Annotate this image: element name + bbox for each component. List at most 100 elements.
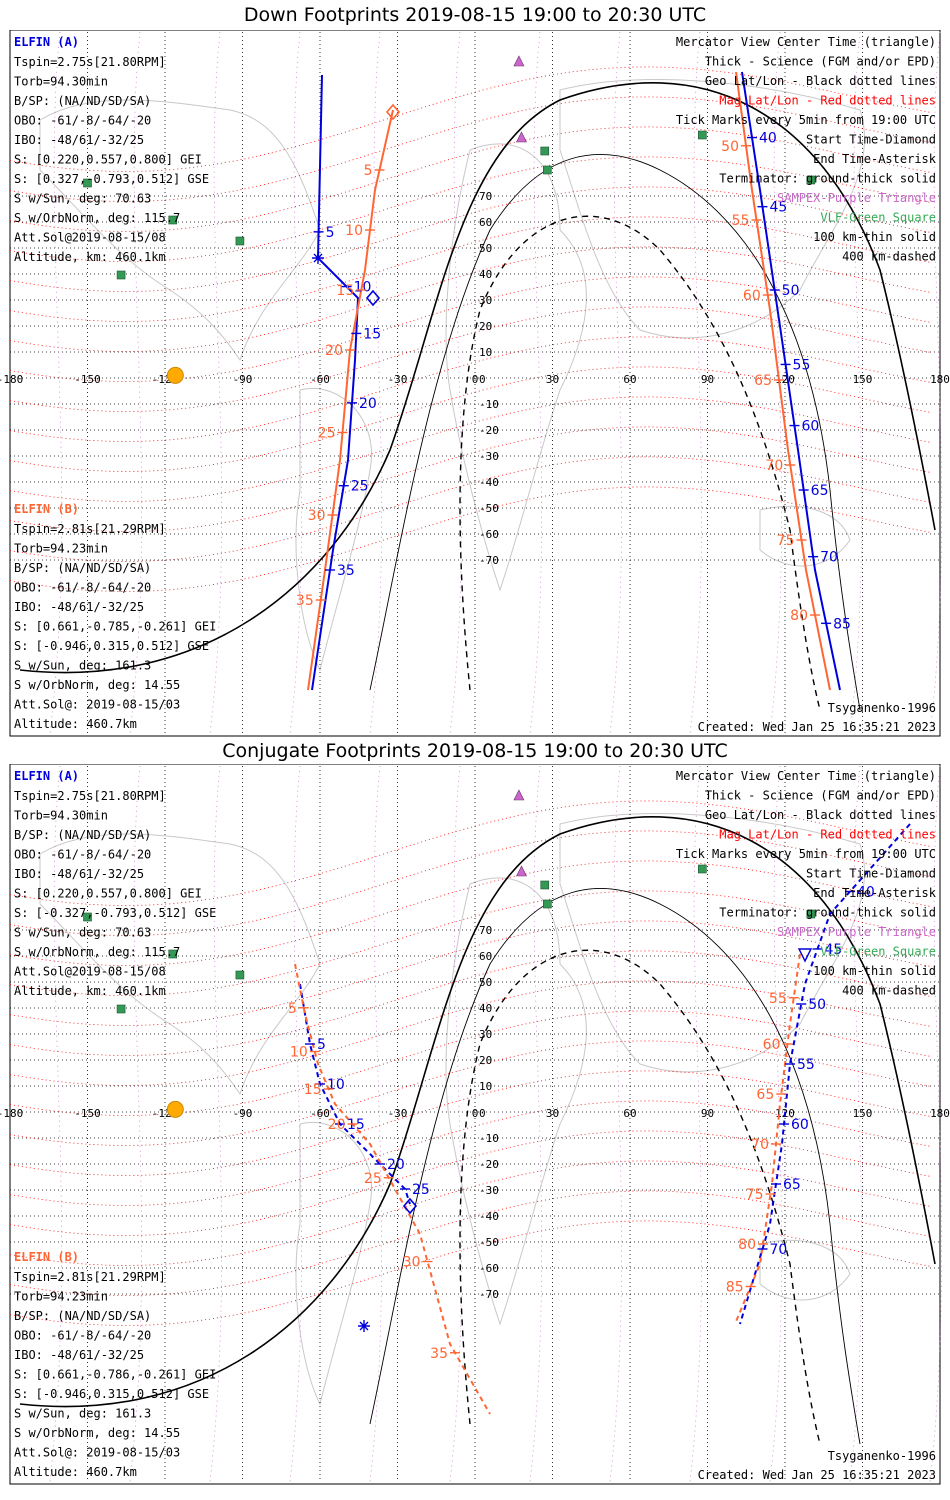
elfin-b-info-line: Torb=94.23min xyxy=(14,1290,108,1304)
elfin-b-info-line: S w/Sun, deg: 161.3 xyxy=(14,659,151,673)
legend-line: Mercator View Center Time (triangle) xyxy=(676,35,936,49)
elfin-b-info-line: OBO: -61/-8/-64/-20 xyxy=(14,1329,151,1343)
elfin-b-info-line: Tspin=2.81s[21.29RPM] xyxy=(14,1270,166,1284)
vlf-square-icon xyxy=(698,864,707,874)
lat-tick-label: 70 xyxy=(479,924,492,937)
lon-tick-label: 60 xyxy=(623,373,636,386)
elfin-b-tick-label: 20 xyxy=(328,1117,346,1133)
vlf-square-icon xyxy=(543,165,552,175)
elfin-a-tick-label: 85 xyxy=(833,616,851,632)
elfin-a-info-line: S: [-0.327,-0.793,0.512] GSE xyxy=(14,906,216,920)
lat-tick-label: -70 xyxy=(479,554,499,567)
lat-tick-label: -50 xyxy=(479,1236,499,1249)
elfin-a-tick-label: 10 xyxy=(354,280,372,296)
elfin-b-tick-label: 75 xyxy=(777,533,795,549)
elfin-a-info-line: Altitude, km: 460.1km xyxy=(14,250,166,264)
elfin-a-info-line: Att.Sol@2019-08-15/08 xyxy=(14,965,166,979)
lat-tick-label: -20 xyxy=(479,1158,499,1171)
lon-tick-label: 150 xyxy=(853,373,873,386)
elfin-b-tick-label: 75 xyxy=(746,1187,764,1203)
lon-tick-label: -150 xyxy=(74,373,101,386)
elfin-a-start-diamond-icon xyxy=(365,289,381,307)
mag-lon-line xyxy=(929,31,942,735)
elfin-a-info-line: Torb=94.30min xyxy=(14,75,108,89)
mag-lon-line xyxy=(529,31,542,735)
terminator-ground xyxy=(19,82,936,674)
lat-tick-label: -60 xyxy=(479,528,499,541)
legend-line: End Time-Asterisk xyxy=(813,886,937,900)
vlf-square-icon xyxy=(235,970,245,980)
elfin-b-info-line: S: [0.661,-0.786,-0.261] GEI xyxy=(14,1368,216,1382)
legend-line: Geo Lat/Lon - Black dotted lines xyxy=(705,74,936,88)
lon-tick-label: -90 xyxy=(233,1107,253,1120)
elfin-a-tick-label: 35 xyxy=(337,563,355,579)
lon-tick-label: 90 xyxy=(701,373,714,386)
elfin-a-tick-label: 25 xyxy=(351,479,369,495)
elfin-a-tick-label: 65 xyxy=(783,1177,801,1193)
vlf-square-icon xyxy=(168,215,178,225)
lat-tick-label: 40 xyxy=(479,1002,492,1015)
elfin-b-tick-label: 60 xyxy=(763,1037,781,1053)
lon-tick-label: -180 xyxy=(0,373,23,386)
lat-tick-label: -20 xyxy=(479,424,499,437)
vlf-square-icon xyxy=(83,912,92,922)
elfin-a-end-asterisk-icon xyxy=(358,1320,370,1332)
lat-tick-label: -60 xyxy=(479,1262,499,1275)
lat-tick-label: -40 xyxy=(479,1210,499,1223)
elfin-a-info-line: Altitude, km: 460.1km xyxy=(14,984,166,998)
vlf-square-icon xyxy=(543,899,552,909)
sun-icon xyxy=(166,1100,184,1118)
lon-tick-label: -90 xyxy=(233,373,253,386)
elfin-b-info-line: S: [0.661,-0.785,-0.261] GEI xyxy=(14,620,216,634)
elfin-b-tick-label: 15 xyxy=(304,1082,322,1098)
mag-lon-line xyxy=(49,31,62,735)
elfin-a-track-east xyxy=(739,823,911,1325)
lat-tick-label: -10 xyxy=(479,398,499,411)
mag-lon-line xyxy=(209,31,222,735)
legend-line: Mag Lat/Lon - Red dotted lines xyxy=(719,828,936,842)
mag-lon-line xyxy=(769,31,782,735)
legend-line: Thick - Science (FGM and/or EPD) xyxy=(705,55,936,69)
elfin-b-tick-label: 70 xyxy=(751,1137,769,1153)
elfin-b-info-line: IBO: -48/61/-32/25 xyxy=(14,1348,144,1362)
elfin-a-tick-label: 55 xyxy=(797,1057,815,1073)
lat-tick-label: 10 xyxy=(479,346,492,359)
lon-tick-label: -180 xyxy=(0,1107,23,1120)
sampex-triangle-icon xyxy=(516,131,527,143)
elfin-b-name: ELFIN (B) xyxy=(14,502,79,516)
terminator-400km xyxy=(459,215,821,711)
legend-line: SAMPEX-Purple Triangle xyxy=(777,925,936,939)
lon-tick-label: -60 xyxy=(310,373,330,386)
elfin-b-tick-label: 55 xyxy=(769,991,787,1007)
vlf-square-icon xyxy=(806,909,816,919)
elfin-a-info-line: S: [0.220,0.557,0.800] GEI xyxy=(14,887,202,901)
elfin-a-name: ELFIN (A) xyxy=(14,769,79,783)
legend-line: 400 km-dashed xyxy=(842,250,936,264)
elfin-a-start-diamond-icon xyxy=(402,1197,418,1215)
lon-tick-label: 150 xyxy=(853,1107,873,1120)
elfin-a-info-line: S w/OrbNorm, deg: 115.7 xyxy=(14,945,180,959)
elfin-a-tick-label: 55 xyxy=(793,357,811,373)
legend-line: VLF-Green Square xyxy=(820,945,936,959)
elfin-b-info-line: Att.Sol@: 2019-08-15/03 xyxy=(14,1446,180,1460)
elfin-a-info-line: B/SP: (NA/ND/SD/SA) xyxy=(14,94,151,108)
vlf-square-icon xyxy=(235,236,245,246)
elfin-a-tick-label: 60 xyxy=(801,419,819,435)
legend-line: Thick - Science (FGM and/or EPD) xyxy=(705,789,936,803)
mag-lon-line xyxy=(129,31,142,735)
elfin-a-tick-label: 20 xyxy=(359,396,377,412)
elfin-b-tick-label: 5 xyxy=(288,1001,297,1017)
mag-lon-line xyxy=(449,31,462,735)
lat-tick-label: 60 xyxy=(479,216,492,229)
elfin-b-info-line: B/SP: (NA/ND/SD/SA) xyxy=(14,1309,151,1323)
lon-tick-label: 90 xyxy=(701,1107,714,1120)
elfin-a-tick-label: 40 xyxy=(759,131,777,147)
terminator-100km xyxy=(369,153,861,711)
lat-tick-label: 20 xyxy=(479,320,492,333)
legend-line: Terminator: ground-thick solid xyxy=(719,906,936,920)
elfin-b-start-diamond-icon xyxy=(385,103,401,121)
elfin-b-tick-label: 70 xyxy=(765,458,783,474)
lon-tick-label: -150 xyxy=(74,1107,101,1120)
elfin-b-tick-label: 25 xyxy=(364,1171,382,1187)
vlf-square-icon xyxy=(540,146,550,156)
